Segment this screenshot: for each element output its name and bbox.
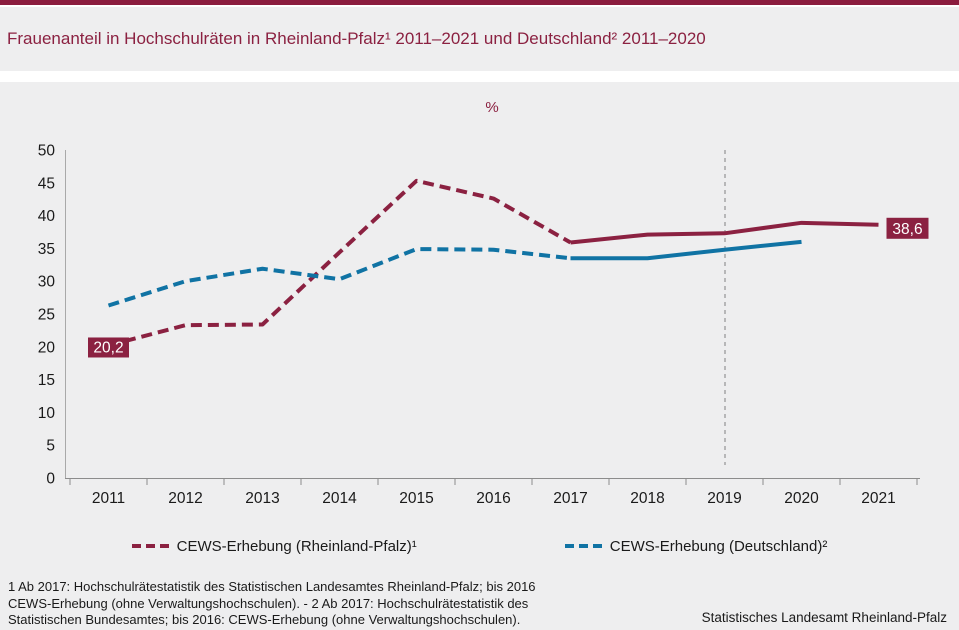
svg-text:5: 5 [46, 438, 55, 455]
top-accent-bar [0, 0, 959, 5]
dashed-line-swatch-red [131, 544, 169, 548]
svg-text:2016: 2016 [476, 490, 510, 507]
svg-text:2013: 2013 [245, 490, 279, 507]
svg-text:25: 25 [38, 307, 55, 324]
svg-text:2015: 2015 [399, 490, 433, 507]
page-title: Frauenanteil in Hochschulräten in Rheinl… [7, 29, 706, 48]
svg-text:2019: 2019 [707, 490, 741, 507]
svg-text:35: 35 [38, 241, 55, 258]
chart-panel: % 0 5 10 15 20 25 30 35 40 45 50 2011 2012 2013 2014 20… [0, 82, 959, 630]
footnote-line: CEWS-Erhebung (ohne Verwaltungshochschul… [8, 595, 529, 611]
source-credit: Statistisches Landesamt Rheinland-Pfalz [701, 610, 947, 625]
svg-text:0: 0 [46, 471, 55, 488]
y-axis-unit-label: % [485, 99, 499, 116]
footnote-line: Statistischen Bundesamtes; bis 2016: CEW… [8, 612, 521, 627]
svg-text:20: 20 [38, 339, 56, 356]
title-band: Frauenanteil in Hochschulräten in Rheinl… [0, 7, 959, 71]
svg-text:45: 45 [38, 175, 55, 192]
footnote-block: 1 Ab 2017: Hochschulrätestatistik des St… [8, 579, 608, 629]
svg-text:38,6: 38,6 [892, 221, 922, 238]
legend-label: CEWS-Erhebung (Deutschland)² [609, 537, 828, 555]
svg-text:2012: 2012 [168, 490, 202, 507]
svg-text:50: 50 [38, 143, 56, 160]
svg-text:40: 40 [38, 208, 56, 225]
svg-text:10: 10 [38, 405, 56, 422]
line-chart: 0 5 10 15 20 25 30 35 40 45 50 2011 2012 2013 2014 2015… [38, 143, 929, 507]
svg-text:2020: 2020 [784, 490, 819, 507]
svg-text:2011: 2011 [92, 490, 125, 507]
dashed-line-swatch-blue [564, 544, 602, 548]
footnote-line: 1 Ab 2017: Hochschulrätestatistik des St… [8, 579, 536, 594]
svg-text:2014: 2014 [322, 490, 357, 507]
svg-text:30: 30 [38, 274, 56, 291]
chart-legend: CEWS-Erhebung (Rheinland-Pfalz)¹ CEWS-Er… [0, 534, 959, 558]
svg-text:2017: 2017 [553, 490, 587, 507]
legend-item-deutschland: CEWS-Erhebung (Deutschland)² [564, 537, 828, 555]
legend-item-rheinland-pfalz: CEWS-Erhebung (Rheinland-Pfalz)¹ [131, 537, 417, 555]
svg-text:15: 15 [38, 372, 55, 389]
svg-text:2021: 2021 [861, 490, 895, 507]
svg-text:20,2: 20,2 [93, 339, 123, 356]
legend-label: CEWS-Erhebung (Rheinland-Pfalz)¹ [176, 537, 417, 555]
svg-text:2018: 2018 [630, 490, 664, 507]
